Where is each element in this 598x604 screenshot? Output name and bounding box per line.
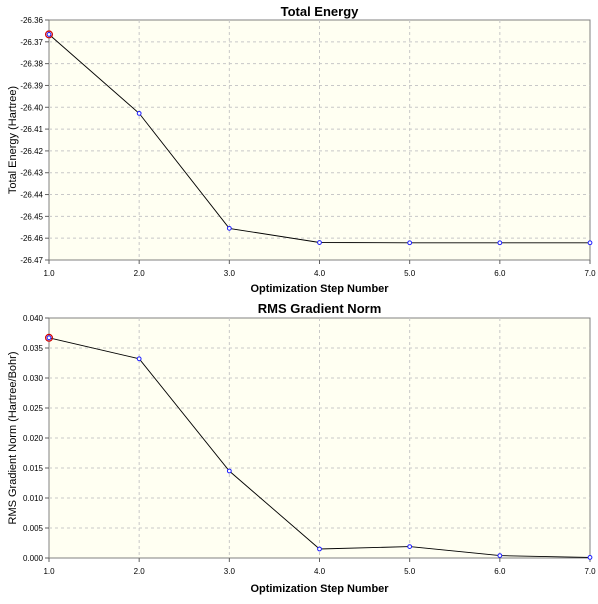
- y-tick-label: -26.42: [20, 147, 43, 156]
- chart-0: 1.0 2.0 3.0 4.0 5.0 6.0 7.0 -26.36 -26.37 -26.38 -…: [7, 4, 596, 295]
- y-tick-label: -26.46: [20, 234, 43, 243]
- y-tick-label: -26.44: [20, 191, 43, 200]
- x-tick-label: 7.0: [584, 567, 596, 576]
- highlight-marker: [44, 333, 53, 342]
- x-axis-label: Optimization Step Number: [250, 283, 389, 295]
- y-tick-label: -26.40: [20, 103, 43, 112]
- data-point: [587, 555, 593, 560]
- y-tick-label: 0.030: [23, 374, 44, 383]
- x-tick-label: 4.0: [314, 269, 326, 278]
- y-tick-label: 0.005: [23, 524, 44, 533]
- y-tick-label: 0.035: [23, 344, 44, 353]
- x-tick-label: 5.0: [404, 269, 416, 278]
- y-tick-label: -26.37: [20, 38, 43, 47]
- y-tick-label: -26.39: [20, 81, 43, 90]
- chart-title: Total Energy: [281, 4, 360, 19]
- x-tick-label: 5.0: [404, 567, 416, 576]
- chart-title: RMS Gradient Norm: [258, 301, 382, 316]
- data-point: [587, 240, 593, 246]
- data-point: [46, 32, 52, 37]
- x-tick-label: 3.0: [224, 269, 236, 278]
- y-tick-label: -26.36: [20, 16, 43, 25]
- x-tick-label: 4.0: [314, 567, 326, 576]
- data-point: [136, 356, 142, 362]
- y-tick-label: -26.41: [20, 125, 43, 134]
- x-tick-label: 2.0: [134, 567, 146, 576]
- chart-1: 1.0 2.0 3.0 4.0 5.0 6.0 7.0 0.000 0.005 0.010 0.01…: [7, 301, 596, 595]
- y-tick-label: -26.47: [20, 256, 43, 265]
- data-point: [136, 110, 142, 116]
- y-tick-label: 0.040: [23, 314, 44, 323]
- y-tick-label: 0.015: [23, 464, 44, 473]
- data-point: [497, 240, 503, 246]
- y-tick-label: 0.000: [23, 554, 44, 563]
- data-point: [497, 553, 503, 558]
- y-axis-label: RMS Gradient Norm (Hartree/Bohr): [7, 352, 19, 525]
- x-tick-label: 2.0: [134, 269, 146, 278]
- data-point: [407, 240, 413, 246]
- x-tick-label: 6.0: [494, 567, 506, 576]
- x-tick-label: 6.0: [494, 269, 506, 278]
- y-tick-label: -26.38: [20, 60, 43, 69]
- data-point: [317, 546, 322, 552]
- x-axis-label: Optimization Step Number: [250, 583, 389, 595]
- data-point: [317, 240, 322, 245]
- data-point: [407, 544, 413, 549]
- x-tick-label: 3.0: [224, 567, 236, 576]
- y-axis-label: Total Energy (Hartree): [7, 86, 19, 194]
- highlight-marker: [44, 30, 53, 39]
- y-tick-label: 0.010: [23, 494, 44, 503]
- data-point: [226, 225, 232, 231]
- y-tick-label: -26.45: [20, 212, 43, 221]
- y-tick-label: -26.43: [20, 169, 43, 178]
- y-tick-label: 0.025: [23, 404, 44, 413]
- y-tick-label: 0.020: [23, 434, 44, 443]
- data-point: [226, 468, 232, 474]
- x-tick-label: 1.0: [43, 567, 55, 576]
- x-tick-label: 1.0: [43, 269, 55, 278]
- x-tick-label: 7.0: [584, 269, 596, 278]
- data-point: [46, 335, 52, 341]
